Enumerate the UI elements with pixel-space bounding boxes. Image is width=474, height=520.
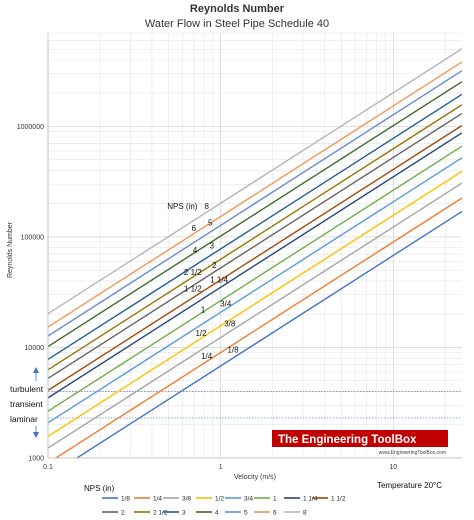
y-axis-label: Reynolds Number: [7, 221, 14, 278]
zone-label-laminar: laminar: [10, 414, 38, 424]
series-line-5: [48, 70, 462, 337]
series-line-4: [48, 81, 462, 348]
logo-text: The Engineering ToolBox: [278, 434, 417, 446]
nps-annotation: 1/8: [227, 345, 239, 354]
series-line-8: [48, 48, 462, 315]
y-tick-label: 1000: [28, 456, 44, 463]
series-lines: [48, 48, 462, 458]
legend-label: 2 1/2: [153, 509, 168, 516]
nps-annotation: 3/8: [224, 319, 236, 328]
nps-annotation: 2: [212, 261, 217, 270]
nps-annotation: 3/4: [220, 299, 232, 308]
legend-label: 1/8: [121, 495, 130, 502]
temperature-note: Temperature 20°C: [377, 481, 442, 490]
nps-annotation: 1 1/4: [210, 276, 228, 285]
legend-label: 1 1/2: [331, 495, 346, 502]
legend-label: 1: [273, 495, 277, 502]
axes: [47, 33, 462, 459]
nps-annotation: 6: [192, 224, 197, 233]
series-line-6: [48, 61, 462, 328]
y-tick-label: 10000: [25, 345, 45, 352]
nps-annotation: 3: [210, 241, 215, 250]
series-line-3-8: [48, 182, 462, 449]
legend-label: 5: [244, 509, 248, 516]
legend-label: 8: [303, 509, 307, 516]
nps-annotation: 1/4: [201, 352, 213, 361]
legend-label: 6: [273, 509, 277, 516]
nps-annotation: 4: [193, 246, 198, 255]
series-line-2-1-2: [48, 104, 462, 371]
series-line-1-4: [54, 197, 462, 458]
chart-title: Reynolds Number: [190, 3, 285, 15]
series-line-3: [48, 93, 462, 361]
y-tick-label: 100000: [21, 234, 44, 241]
engineering-toolbox-logo: The Engineering ToolBox www.EngineeringT…: [272, 430, 448, 456]
legend-label: 3/8: [182, 495, 191, 502]
series-line-2: [48, 112, 462, 379]
logo-background: [272, 430, 448, 447]
series-line-1-1-2: [48, 124, 462, 391]
nps-annotation: 1 1/2: [184, 285, 202, 294]
x-axis-label: Velocity (m/s): [234, 474, 276, 481]
series-line-1-1-4: [48, 132, 462, 399]
y-tick-label: 1000000: [17, 124, 44, 131]
annotations: NPS (in) 8 6 5 4 3 2 1/2 2 1 1/2 1 1/4 1 3/4 1/2 3/8 1…: [167, 202, 239, 361]
legend-title: NPS (in): [84, 484, 115, 493]
nps-annotation: NPS (in): [167, 202, 198, 211]
nps-annotation: 1: [201, 306, 206, 315]
legend-label: 3/4: [244, 495, 253, 502]
chart-subtitle: Water Flow in Steel Pipe Schedule 40: [145, 18, 329, 30]
zone-arrow-up-icon: [33, 367, 39, 373]
x-tick-label: 0.1: [43, 464, 53, 471]
x-tick-label: 1: [219, 464, 223, 471]
legend: 1/8 1/4 3/8 1/2 3/4 1 1 1/4 1 1/2 2 2 1/2 3 4 5 6 8: [102, 495, 346, 516]
nps-annotation: 1/2: [195, 329, 207, 338]
zone-markers: turbulent transient laminar: [10, 367, 44, 438]
logo-site: www.EngineeringToolBox.com: [379, 450, 446, 456]
legend-label: 4: [215, 509, 219, 516]
legend-label: 2: [121, 509, 125, 516]
series-line-1: [48, 145, 462, 412]
x-tick-label: 10: [389, 464, 397, 471]
series-line-1-2: [48, 170, 462, 437]
legend-label: 3: [182, 509, 186, 516]
legend-label: 1 1/4: [303, 495, 318, 502]
series-line-1-8: [75, 210, 462, 458]
zone-label-turbulent: turbulent: [10, 384, 44, 394]
nps-annotation: 5: [208, 219, 213, 228]
series-line-3-4: [48, 157, 462, 424]
tick-labels: 0.1 1 10 1000 10000 100000 1000000: [17, 124, 398, 471]
legend-label: 1/4: [153, 495, 162, 502]
zone-label-transient: transient: [10, 399, 43, 409]
zone-arrow-down-icon: [33, 432, 39, 438]
nps-annotation: 2 1/2: [184, 268, 202, 277]
nps-annotation: 8: [204, 202, 209, 211]
legend-label: 1/2: [215, 495, 224, 502]
reference-lines: [48, 391, 462, 419]
